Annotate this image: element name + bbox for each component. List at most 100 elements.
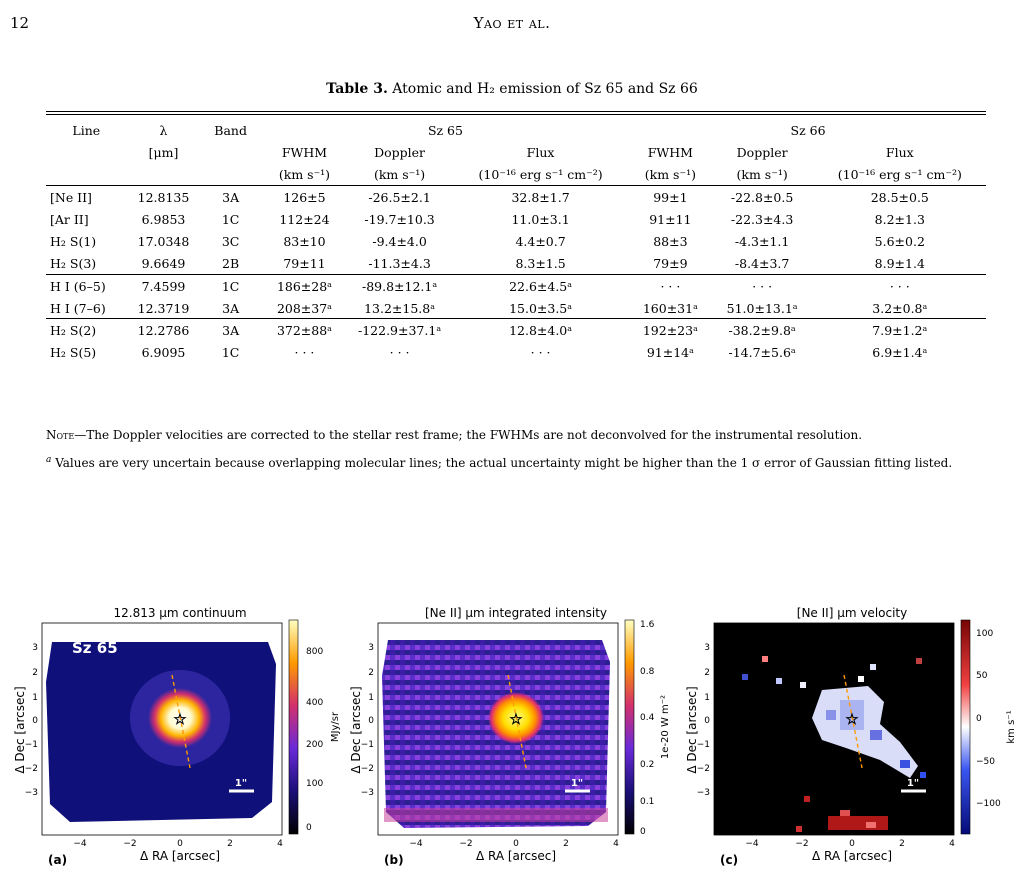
svg-text:3: 3 [704, 643, 710, 653]
svg-text:−4: −4 [409, 839, 423, 849]
svg-text:−2: −2 [25, 764, 38, 774]
svg-text:4: 4 [613, 839, 619, 849]
svg-text:2: 2 [32, 668, 38, 678]
svg-text:100: 100 [976, 629, 993, 639]
svg-text:−4: −4 [73, 839, 87, 849]
panel-b-title: [Ne II] μm integrated intensity [425, 606, 607, 620]
panel-b-pa-line [507, 674, 527, 769]
table-row: [Ar II] 6.9853 1C 112±24 -19.7±10.3 11.0±3.1… [50, 211, 925, 227]
table-top-rule [46, 111, 986, 112]
svg-text:0: 0 [704, 716, 710, 726]
svg-text:2: 2 [704, 668, 710, 678]
unit-fwhm-b: (km s⁻¹) [644, 166, 696, 182]
svg-text:0: 0 [976, 714, 982, 724]
panel-c-title: [Ne II] μm velocity [797, 606, 907, 620]
panel-a: 12.813 μm continuum ☆ Sz 65 1" −4 −2 0 2 4… [13, 606, 341, 867]
table-row: H I (6–5) 7.4599 1C 186±28ᵃ -89.8±12.1ᵃ 22.6… [46, 274, 986, 297]
table-note: Note—The Doppler velocities are correcte… [46, 428, 996, 442]
svg-text:−3: −3 [25, 788, 38, 798]
svg-text:0: 0 [640, 827, 646, 837]
svg-text:0.8: 0.8 [640, 667, 655, 677]
header-row-1: Line λ Band Sz 65 Sz 66 [46, 119, 986, 141]
svg-text:0: 0 [306, 823, 312, 833]
table-top-rule-2 [46, 114, 986, 115]
svg-text:0: 0 [513, 839, 519, 849]
unit-doppler-b: (km s⁻¹) [736, 166, 788, 182]
col-flux-a: Flux [526, 144, 555, 160]
panel-c-xlabel: Δ RA [arcsec] [812, 849, 892, 863]
panel-a-yticks: 3 2 1 0 −1 −2 −3 [25, 643, 39, 798]
svg-text:200: 200 [306, 740, 323, 750]
svg-text:4: 4 [277, 839, 283, 849]
svg-text:4: 4 [949, 839, 955, 849]
panel-a-xticks: −4 −2 0 2 4 [73, 839, 283, 849]
svg-text:0: 0 [177, 839, 183, 849]
col-doppler-b: Doppler [736, 144, 788, 160]
table-caption: Table 3. Atomic and H₂ emission of Sz 65… [0, 81, 1024, 97]
svg-text:0.4: 0.4 [640, 713, 655, 723]
svg-text:−50: −50 [976, 757, 995, 767]
svg-text:1: 1 [368, 693, 374, 703]
svg-text:0: 0 [32, 716, 38, 726]
svg-text:−2: −2 [123, 839, 136, 849]
panel-c: [Ne II] μm velocity ☆ 1" −4 −2 [685, 606, 1017, 867]
col-lambda: λ [159, 122, 168, 138]
scale-bar-label: 1" [571, 778, 583, 789]
scale-bar-label: 1" [235, 778, 247, 789]
unit-flux-b: (10⁻¹⁶ erg s⁻¹ cm⁻²) [837, 166, 962, 182]
svg-text:−4: −4 [745, 839, 759, 849]
svg-text:−3: −3 [361, 788, 374, 798]
table-row: H₂ S(2) 12.2786 3A 372±88ᵃ -122.9±37.1ᵃ 12.8… [50, 322, 928, 338]
svg-text:100: 100 [306, 779, 323, 789]
panel-c-pa-line [843, 674, 863, 769]
svg-text:−100: −100 [976, 799, 1001, 809]
panel-b-yticks: 3 2 1 0 −1 −2 −3 [361, 643, 375, 798]
footnote-text: Values are very uncertain because overla… [55, 456, 953, 470]
svg-text:2: 2 [368, 668, 374, 678]
figure: 12.813 μm continuum ☆ Sz 65 1" −4 −2 0 2 4… [13, 606, 1017, 867]
header-row-3: (km s⁻¹) (km s⁻¹) (10⁻¹⁶ erg s⁻¹ cm⁻²) (… [46, 163, 986, 186]
panel-c-ylabel: Δ Dec [arcsec] [685, 686, 699, 773]
unit-doppler-a: (km s⁻¹) [373, 166, 426, 182]
table-row: [Ne II] 12.8135 3A 126±5 -26.5±2.1 32.8±1.7 … [46, 185, 986, 208]
svg-text:−1: −1 [361, 740, 374, 750]
header-row-2: [μm] FWHM Doppler Flux FWHM Doppler Flux [46, 141, 986, 163]
source-label: Sz 65 [72, 639, 118, 657]
table-footnote: a Values are very uncertain because over… [46, 453, 996, 471]
svg-text:−2: −2 [459, 839, 472, 849]
svg-text:−2: −2 [697, 764, 710, 774]
svg-text:400: 400 [306, 698, 323, 708]
svg-text:−2: −2 [795, 839, 808, 849]
col-fwhm-b: FWHM [647, 144, 693, 160]
panel-c-xticks: −4 −2 0 2 4 [745, 839, 955, 849]
svg-text:1.6: 1.6 [640, 620, 655, 630]
col-band: Band [214, 122, 247, 138]
svg-text:1: 1 [32, 693, 38, 703]
table-row: H₂ S(3) 9.6649 2B 79±11 -11.3±4.3 8.3±1.5 79… [50, 255, 925, 271]
panel-a-pa-line [171, 674, 191, 769]
panel-b-colorbar [624, 619, 635, 835]
footnote-mark: a [46, 455, 52, 465]
svg-text:−1: −1 [25, 740, 38, 750]
svg-text:1: 1 [704, 693, 710, 703]
col-flux-b: Flux [885, 144, 914, 160]
panel-b-tag: (b) [384, 853, 404, 867]
star-icon: ☆ [845, 710, 858, 728]
star-icon: ☆ [173, 710, 186, 728]
svg-text:0.2: 0.2 [640, 760, 654, 770]
table-label: Table 3. [326, 81, 388, 97]
panel-a-colorbar-ticks: 800 400 200 100 0 [306, 647, 323, 833]
col-doppler-a: Doppler [374, 144, 426, 160]
panel-c-map [742, 656, 926, 832]
svg-text:3: 3 [368, 643, 374, 653]
svg-text:−3: −3 [697, 788, 710, 798]
running-title: Yao et al. [473, 14, 551, 32]
svg-text:0: 0 [849, 839, 855, 849]
panel-a-colorbar [288, 619, 299, 835]
panel-a-ylabel: Δ Dec [arcsec] [13, 686, 27, 773]
note-label: Note— [46, 428, 87, 442]
svg-text:−1: −1 [697, 740, 710, 750]
svg-text:0: 0 [368, 716, 374, 726]
emission-table: Line λ Band Sz 65 Sz 66 [μm] FWHM Dopple… [46, 119, 986, 363]
scale-bar-label: 1" [907, 778, 919, 789]
